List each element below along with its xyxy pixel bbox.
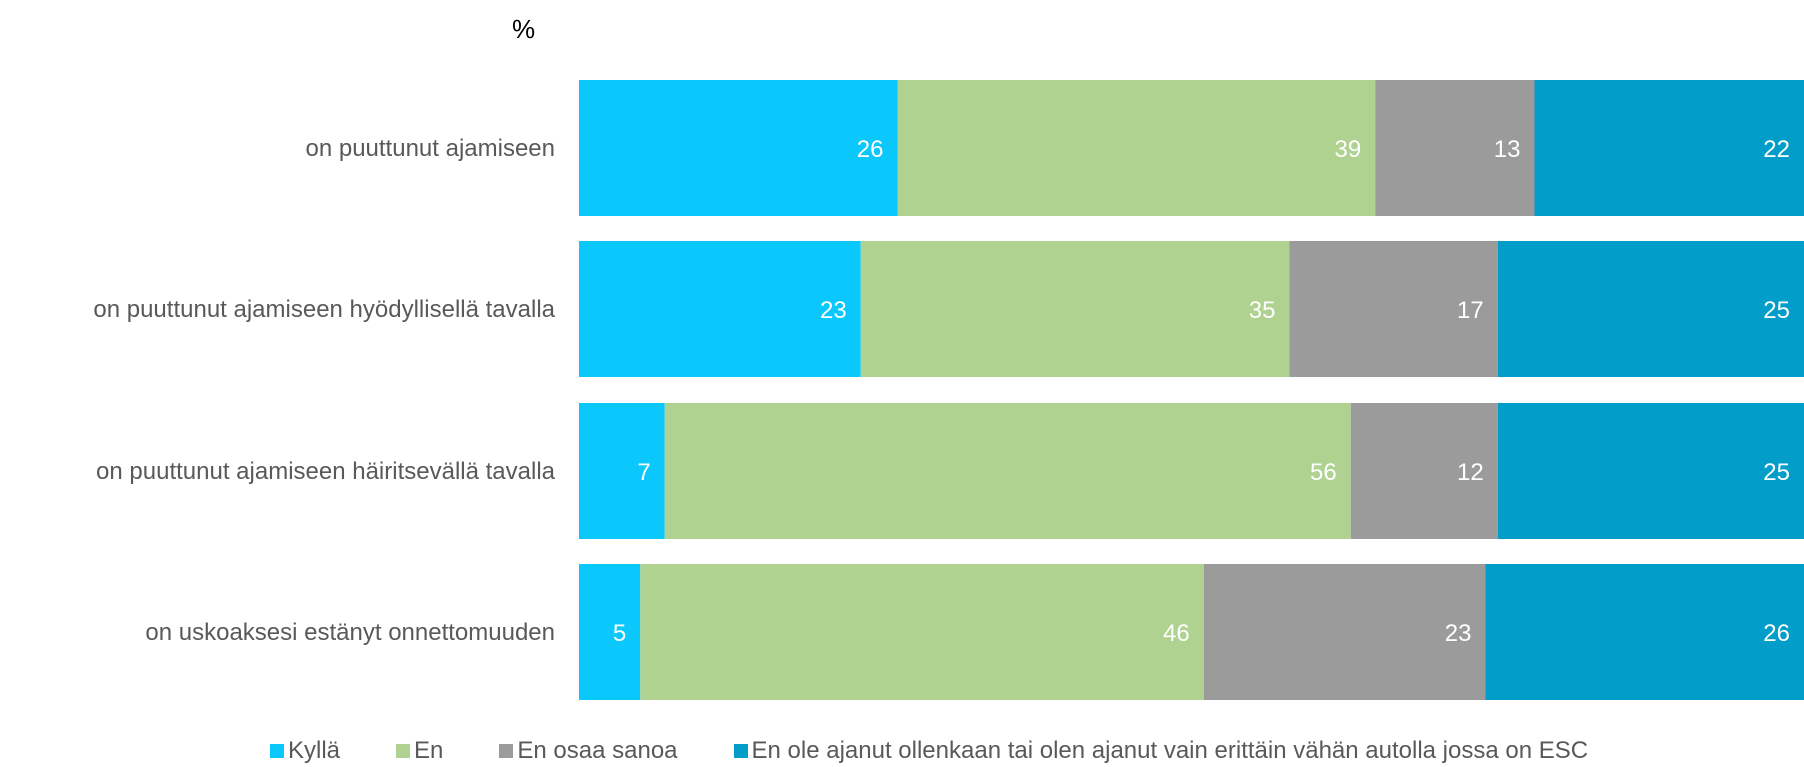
bar-segment (1350, 403, 1498, 539)
data-label: 25 (1763, 297, 1790, 324)
legend-item: En osaa sanoa (499, 737, 678, 765)
data-label: 7 (637, 459, 650, 486)
bar-segment (1497, 241, 1804, 377)
legend: Kyllä En En osaa sanoa En ole ajanut ollenk… (270, 737, 1588, 765)
data-labels: 26 39 13 22 23 35 17 25 7 56 12 25 5 46 23 26 (613, 136, 1790, 647)
legend-label: En (414, 737, 444, 764)
category-label: on puuttunut ajamiseen häiritsevällä tav… (96, 458, 556, 485)
category-labels: on puuttunut ajamiseen on puuttunut ajami… (93, 135, 555, 646)
bars-layer (579, 80, 1804, 700)
bar-segment (579, 241, 861, 377)
data-label: 39 (1335, 136, 1362, 163)
legend-label: En osaa sanoa (517, 737, 678, 764)
data-label: 26 (857, 136, 884, 163)
bar-segment (1485, 564, 1804, 700)
data-label: 23 (1445, 620, 1472, 647)
legend-label: Kyllä (288, 737, 341, 764)
bar-segment (1497, 403, 1804, 539)
bar-segment (579, 80, 898, 216)
bar-segment (1375, 80, 1535, 216)
category-label: on puuttunut ajamiseen (305, 135, 555, 162)
data-label: 22 (1763, 136, 1790, 163)
category-label: on puuttunut ajamiseen hyödyllisellä tav… (93, 296, 555, 323)
legend-swatch (733, 744, 748, 758)
bar-segment (1534, 80, 1804, 216)
data-label: 13 (1494, 136, 1521, 163)
data-label: 35 (1249, 297, 1276, 324)
bar-segment (860, 241, 1290, 377)
category-label: on uskoaksesi estänyt onnettomuuden (145, 619, 555, 646)
legend-item: Kyllä (270, 737, 340, 765)
legend-label: En ole ajanut ollenkaan tai olen ajanut … (751, 737, 1589, 764)
data-label: 26 (1763, 620, 1790, 647)
unit-label: % (512, 14, 535, 44)
legend-item: En ole ajanut ollenkaan tai olen ajanut … (733, 737, 1589, 765)
data-label: 25 (1763, 459, 1790, 486)
legend-swatch (499, 744, 514, 758)
bar-segment (579, 564, 641, 700)
bar-segment (579, 403, 665, 539)
legend-swatch (396, 744, 411, 758)
bar-segment (1289, 241, 1498, 377)
data-label: 17 (1457, 297, 1484, 324)
data-label: 5 (613, 620, 626, 647)
legend-item: En (396, 737, 443, 765)
data-label: 12 (1457, 459, 1484, 486)
bar-segment (897, 80, 1376, 216)
data-label: 56 (1310, 459, 1337, 486)
bar-segment (1203, 564, 1486, 700)
data-label: 46 (1163, 620, 1190, 647)
data-label: 23 (820, 297, 847, 324)
bar-segment (664, 403, 1351, 539)
legend-swatch (270, 744, 284, 758)
bar-segment (640, 564, 1204, 700)
